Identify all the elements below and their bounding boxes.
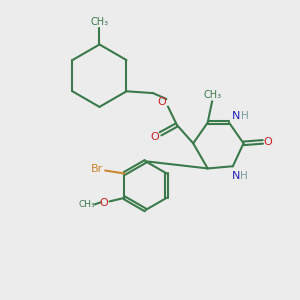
Text: N: N [232, 111, 241, 121]
Text: H: H [240, 171, 248, 181]
Text: O: O [264, 137, 273, 147]
Text: CH₃: CH₃ [90, 17, 109, 27]
Text: O: O [150, 132, 159, 142]
Text: N: N [232, 171, 240, 181]
Text: CH₃: CH₃ [203, 90, 221, 100]
Text: O: O [157, 97, 166, 107]
Text: H: H [241, 111, 248, 121]
Text: O: O [100, 198, 109, 208]
Text: CH₃: CH₃ [78, 200, 95, 209]
Text: Br: Br [91, 164, 103, 174]
